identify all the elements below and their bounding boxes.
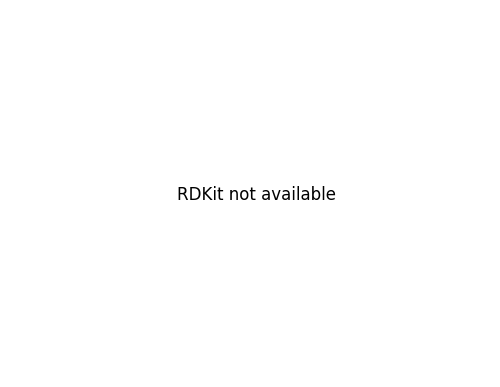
Text: RDKit not available: RDKit not available (177, 187, 336, 204)
